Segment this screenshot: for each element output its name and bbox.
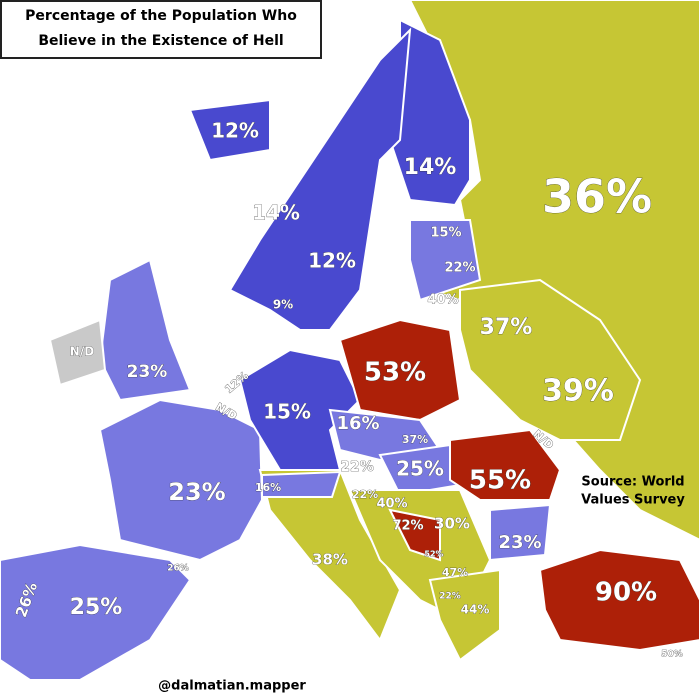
- region-label: 9%: [273, 298, 293, 312]
- region: [489, 503, 552, 562]
- region: [449, 428, 562, 501]
- region: [338, 318, 462, 422]
- region-label: 23%: [498, 532, 541, 553]
- region: [409, 219, 482, 302]
- region-label: N/D: [70, 345, 94, 359]
- region: [428, 568, 501, 662]
- region: [48, 318, 107, 387]
- region: [258, 469, 402, 643]
- region-label: 44%: [461, 603, 490, 617]
- source: Values Survey: [581, 493, 685, 508]
- region-label: 15%: [430, 226, 461, 241]
- region-label: 90%: [595, 578, 657, 608]
- region-label: 15%: [263, 400, 311, 424]
- title: Believe in the Existence of Hell: [38, 33, 283, 49]
- region-label: 38%: [312, 551, 348, 569]
- region-label: 25%: [70, 595, 123, 620]
- region-label: 37%: [480, 315, 533, 340]
- region-label: 72%: [392, 519, 423, 534]
- source: Source: World: [581, 475, 684, 490]
- region: [228, 27, 412, 331]
- region-label: 52%: [424, 550, 443, 559]
- region-label: 39%: [542, 374, 614, 409]
- region-label: 12%: [211, 119, 259, 143]
- region-label: 23%: [127, 362, 168, 382]
- region-label: 22%: [340, 459, 374, 475]
- region-label: 14%: [252, 201, 300, 225]
- region-label: 14%: [404, 155, 457, 180]
- region-label: 53%: [364, 358, 426, 388]
- credit: @dalmatian.mapper: [158, 679, 306, 693]
- region-label: 37%: [402, 433, 428, 446]
- region-label: 22%: [439, 592, 461, 602]
- region-label: 22%: [352, 488, 378, 501]
- region-label: 36%: [542, 170, 652, 224]
- region: [538, 548, 700, 652]
- region-label: 40%: [376, 497, 407, 512]
- region-label: 50%: [661, 650, 683, 660]
- region-label: 22%: [444, 261, 475, 276]
- region: [0, 543, 192, 681]
- region: [388, 508, 441, 562]
- region-label: 12%: [308, 249, 356, 273]
- region-label: 26%: [167, 564, 189, 574]
- region-label: 16%: [255, 481, 281, 494]
- region-label: 47%: [442, 566, 468, 579]
- title-box: [0, 0, 322, 59]
- region-label: 25%: [396, 457, 444, 481]
- region: [261, 470, 342, 498]
- region-label: 40%: [427, 293, 458, 308]
- region: [459, 278, 642, 441]
- region: [98, 398, 264, 562]
- region-label: 16%: [336, 413, 379, 434]
- region-label: 23%: [168, 478, 225, 506]
- title: Percentage of the Population Who: [25, 8, 297, 24]
- region-label: 30%: [434, 515, 470, 533]
- region: [238, 348, 362, 471]
- region: [188, 98, 271, 162]
- region-label: 55%: [469, 466, 531, 496]
